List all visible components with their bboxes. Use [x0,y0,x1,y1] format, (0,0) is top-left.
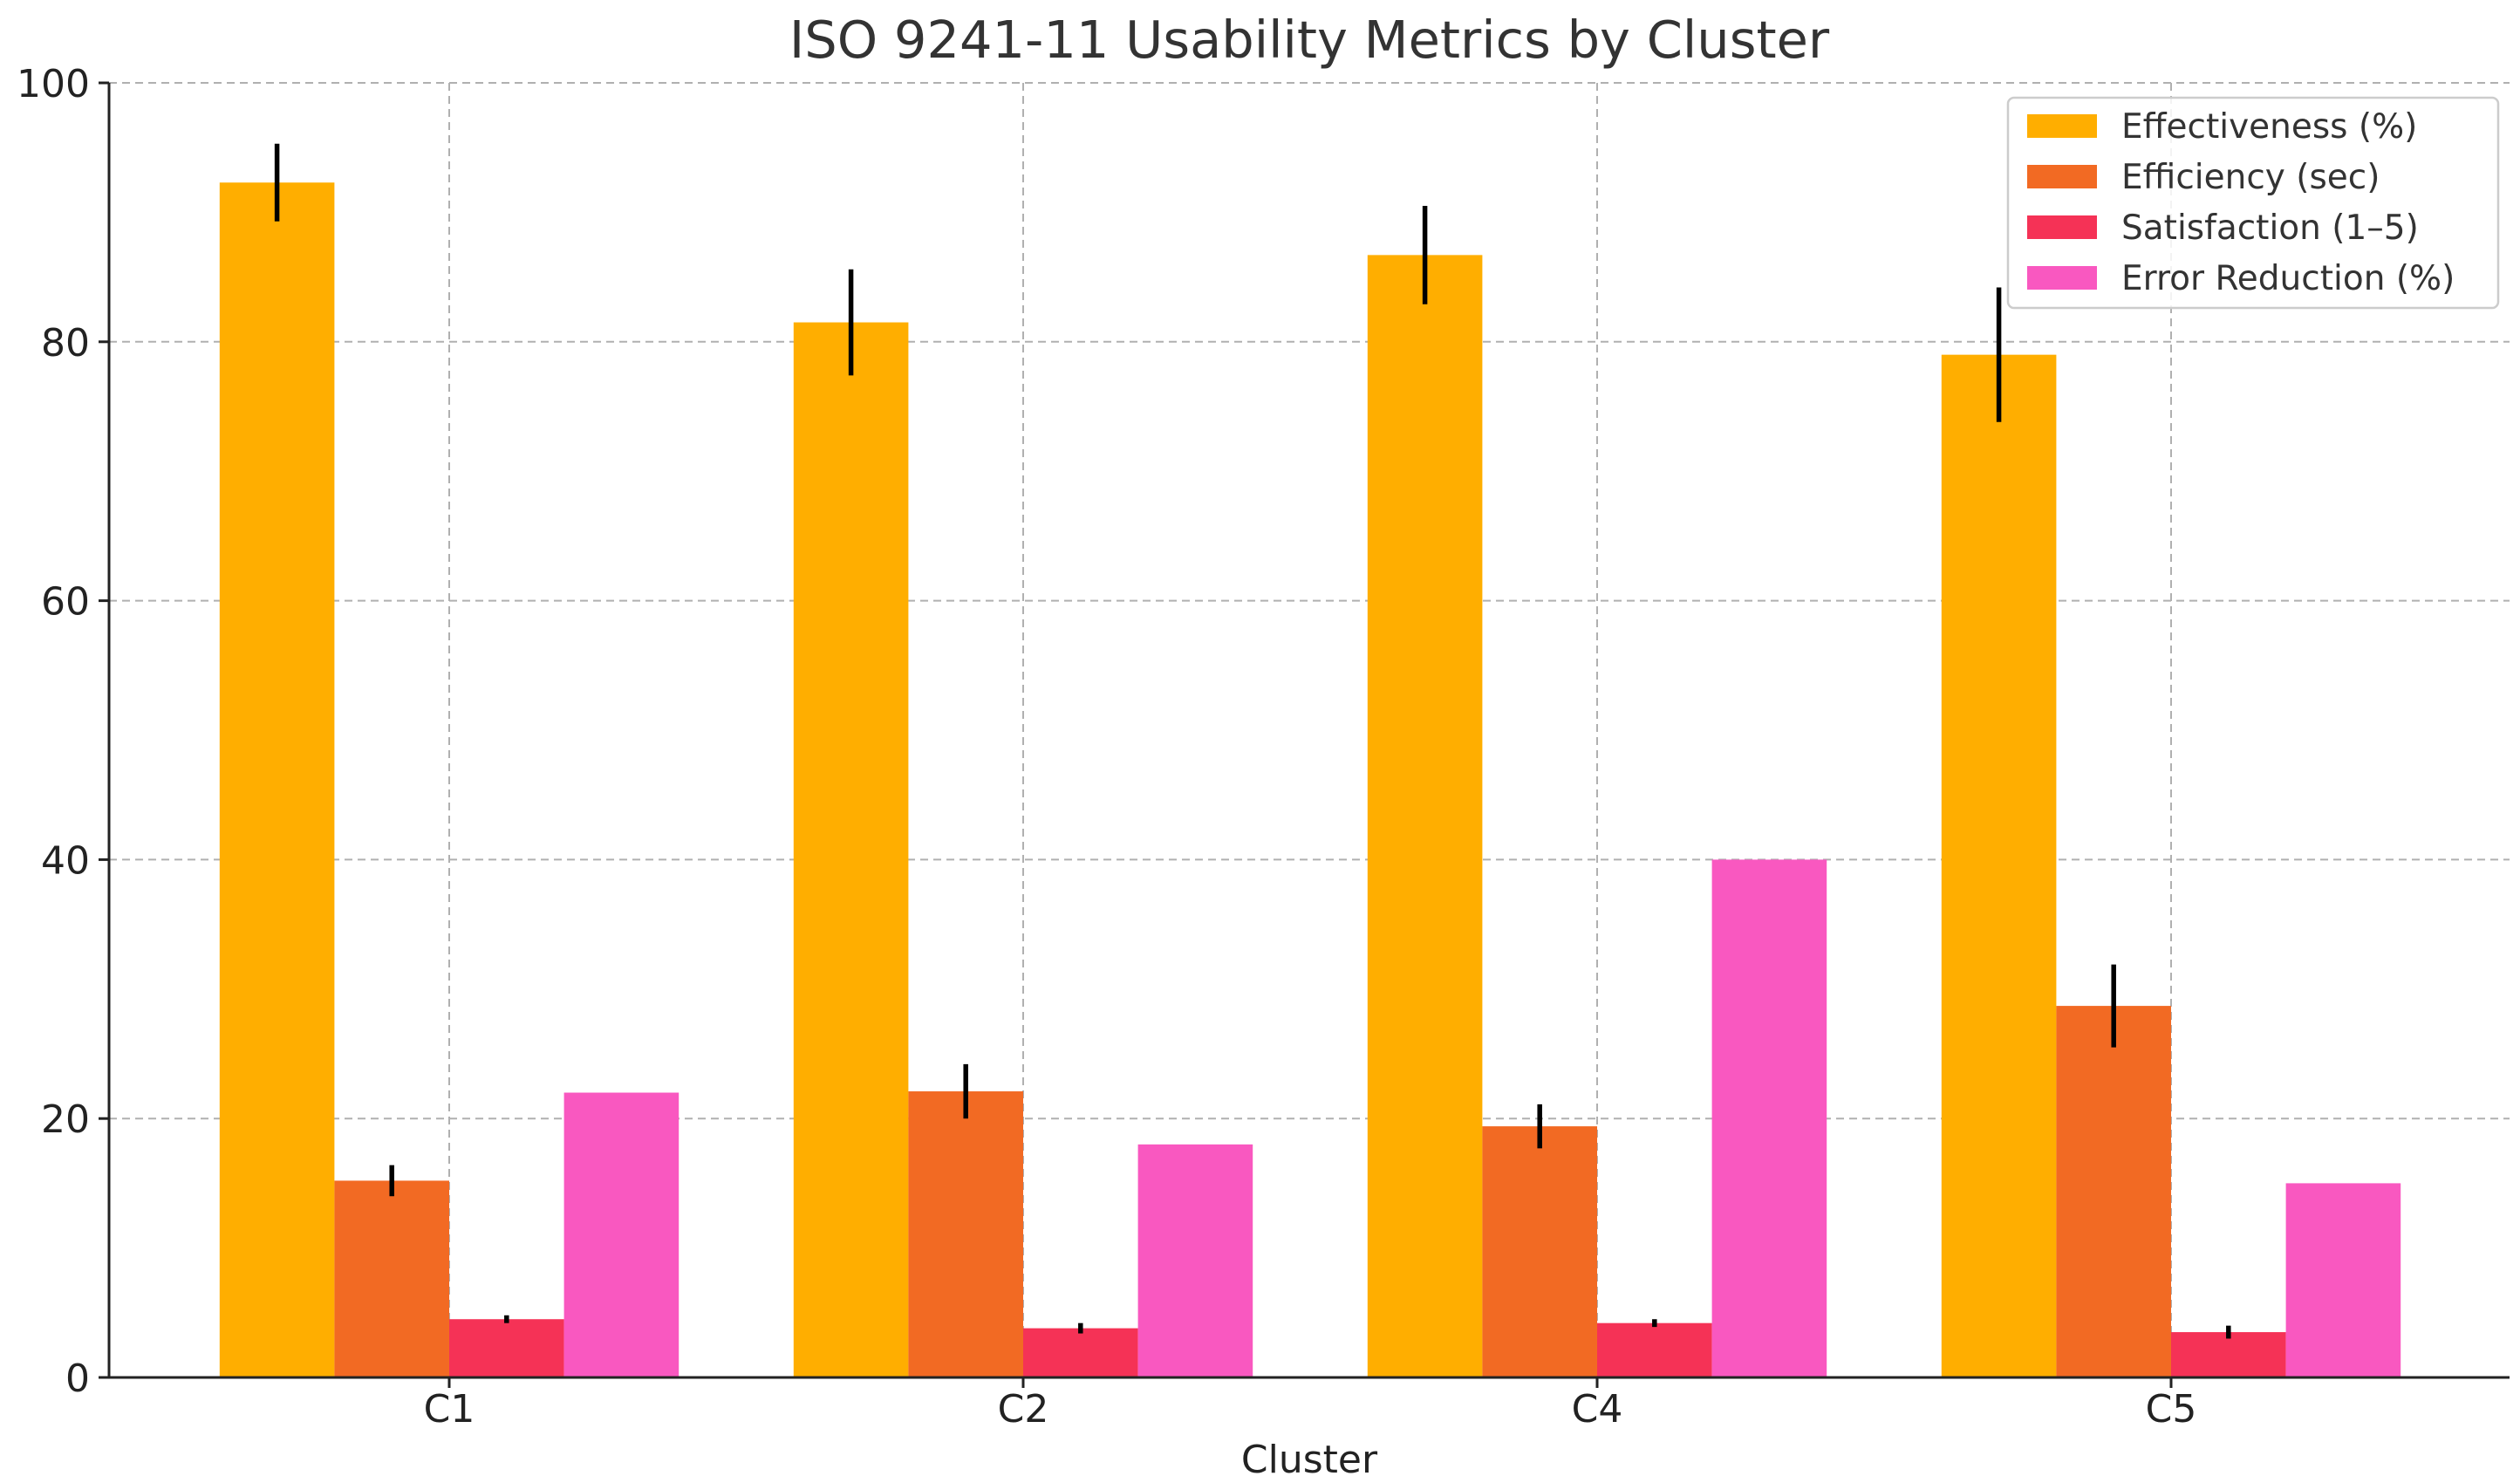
y-tick-labels: 0 20 40 60 80 100 [17,62,109,1401]
bar [2056,1006,2171,1377]
legend-label: Efficiency (sec) [2121,158,2380,197]
bar [1367,255,1483,1377]
y-tick-label: 60 [41,580,90,625]
legend-label: Satisfaction (1–5) [2121,208,2419,248]
x-tick-label: C4 [1572,1387,1623,1432]
bar [1482,1126,1597,1377]
error-bars [274,143,2231,1339]
bars [219,182,2401,1377]
y-tick-label: 40 [41,838,90,883]
chart-title: ISO 9241-11 Usability Metrics by Cluster [789,10,1830,70]
legend-label: Effectiveness (%) [2121,107,2417,147]
x-axis-title: Cluster [1241,1438,1378,1482]
x-tick-label: C1 [424,1387,475,1432]
bar [1023,1328,1138,1377]
bar [1711,859,1827,1377]
bar [563,1092,680,1377]
bar [219,182,335,1377]
bar [1941,354,2057,1377]
legend: Effectiveness (%) Efficiency (sec) Satisfa… [2006,96,2500,310]
legend-frame [2006,96,2500,310]
y-tick-label: 100 [17,62,90,106]
legend-swatch [2027,215,2097,239]
x-tick-labels: C1 C2 C4 C5 [424,1377,2197,1432]
y-tick-label: 0 [65,1357,90,1401]
bar [334,1180,449,1377]
bar [793,322,909,1377]
bar [1597,1322,1712,1377]
legend-swatch [2027,266,2097,290]
legend-entries: Effectiveness (%) Efficiency (sec) Satisfa… [2027,107,2455,298]
y-tick-label: 80 [41,321,90,366]
bar [908,1091,1023,1377]
bar [2171,1332,2286,1377]
y-tick-label: 20 [41,1097,90,1142]
legend-label: Error Reduction (%) [2121,259,2455,298]
x-tick-label: C5 [2146,1387,2197,1432]
x-tick-label: C2 [998,1387,1049,1432]
legend-swatch [2027,114,2097,138]
bar [2285,1183,2401,1377]
axes [107,83,2510,1379]
bar [449,1319,564,1377]
legend-swatch [2027,165,2097,188]
bar [1137,1144,1253,1377]
